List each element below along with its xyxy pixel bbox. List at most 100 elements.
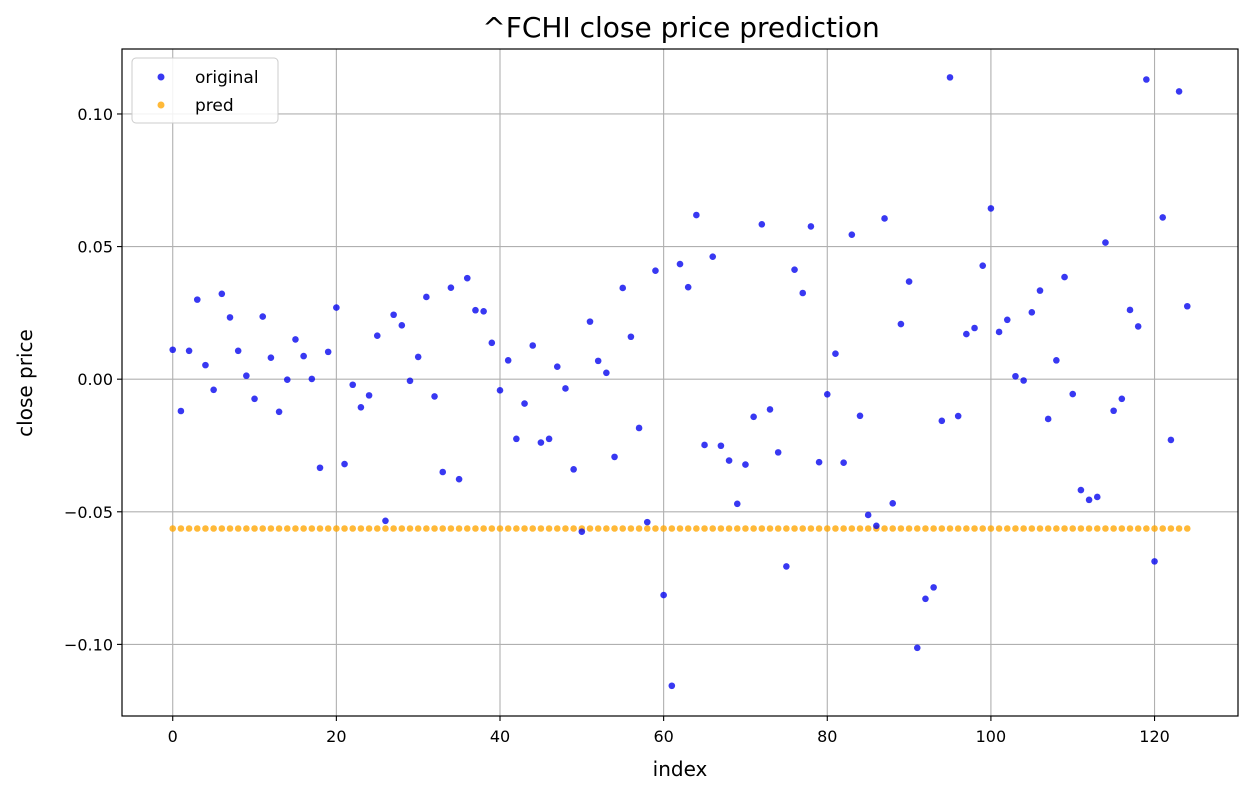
- original-point: [202, 361, 209, 369]
- original-point: [668, 682, 676, 690]
- pred-point: [1175, 525, 1183, 532]
- pred-point: [292, 525, 299, 532]
- original-point: [1069, 390, 1077, 398]
- pred-point: [995, 525, 1003, 532]
- original-point: [283, 376, 291, 384]
- pred-point: [324, 525, 332, 532]
- original-point: [938, 417, 946, 425]
- original-point: [513, 435, 520, 443]
- pred-point: [1126, 525, 1134, 532]
- legend: original pred: [131, 57, 279, 124]
- pred-point: [382, 525, 389, 532]
- pred-point: [668, 525, 676, 532]
- original-point: [251, 395, 258, 403]
- legend-marker-pred: [157, 101, 165, 109]
- pred-point: [341, 525, 348, 532]
- original-point: [913, 644, 921, 652]
- original-point: [1053, 357, 1060, 364]
- y-tick-label: 0.05: [77, 238, 113, 257]
- original-point: [275, 408, 283, 416]
- pred-point: [283, 525, 291, 532]
- original-point: [693, 211, 700, 219]
- original-point: [652, 267, 659, 275]
- pred-point: [627, 525, 635, 532]
- original-point: [1151, 558, 1158, 565]
- pred-point: [1036, 525, 1044, 532]
- legend-label-original: original: [195, 68, 259, 88]
- y-tick-label: −0.05: [64, 503, 113, 522]
- x-tick-label: 80: [817, 727, 837, 746]
- pred-point: [1020, 525, 1027, 532]
- pred-point: [193, 525, 201, 532]
- original-point: [545, 435, 553, 443]
- pred-point: [1143, 525, 1150, 532]
- pred-point: [1028, 525, 1036, 532]
- pred-point: [889, 525, 897, 532]
- original-point: [324, 348, 332, 356]
- original-point: [1028, 309, 1036, 316]
- pred-point: [275, 525, 283, 532]
- pred-point: [463, 525, 471, 532]
- original-point: [537, 439, 545, 446]
- pred-point: [1012, 525, 1019, 532]
- original-point: [578, 528, 586, 535]
- pred-point: [725, 525, 733, 532]
- x-tick-label: 120: [1139, 727, 1170, 746]
- original-point: [455, 475, 463, 483]
- pred-point: [635, 525, 643, 532]
- original-point: [488, 339, 496, 347]
- original-point: [611, 453, 618, 461]
- pred-point: [1077, 525, 1085, 532]
- pred-point: [1053, 525, 1060, 532]
- pred-point: [447, 525, 455, 532]
- pred-point: [406, 525, 414, 532]
- pred-point: [243, 525, 250, 532]
- original-point: [979, 262, 987, 269]
- original-point: [791, 266, 798, 273]
- pred-point: [799, 525, 807, 532]
- original-point: [864, 511, 872, 519]
- original-point: [447, 284, 455, 291]
- original-point: [496, 387, 504, 394]
- pred-point: [513, 525, 520, 532]
- pred-point: [553, 525, 561, 532]
- x-tick-label: 20: [326, 727, 346, 746]
- original-point: [603, 369, 610, 377]
- original-point: [365, 392, 373, 399]
- original-point: [758, 221, 766, 228]
- pred-point: [774, 525, 782, 532]
- original-point: [1036, 287, 1044, 294]
- original-point: [243, 372, 250, 380]
- pred-point: [545, 525, 553, 532]
- original-point: [406, 377, 414, 385]
- pred-point: [488, 525, 496, 532]
- pred-point: [218, 525, 226, 532]
- pred-point: [414, 525, 422, 532]
- pred-point: [897, 525, 905, 532]
- original-point: [823, 391, 831, 398]
- original-point: [1143, 76, 1150, 83]
- legend-frame: [131, 57, 279, 124]
- pred-point: [791, 525, 798, 532]
- original-point: [856, 412, 864, 420]
- original-point: [300, 352, 307, 360]
- original-point: [439, 468, 447, 476]
- pred-point: [676, 525, 684, 532]
- pred-point: [987, 525, 995, 532]
- pred-point: [398, 525, 406, 532]
- axis-ticks: 0 20 40 60 80 100 120 −0.10 −0.05 0.00 0.05 0.10: [64, 105, 1170, 746]
- pred-point: [611, 525, 618, 532]
- pred-point: [693, 525, 700, 532]
- original-point: [1167, 436, 1175, 444]
- pred-point: [439, 525, 447, 532]
- pred-point: [905, 525, 913, 532]
- pred-point: [938, 525, 946, 532]
- pred-point: [971, 525, 978, 532]
- pred-point: [1159, 525, 1167, 532]
- original-point: [807, 223, 815, 230]
- pred-point: [349, 525, 357, 532]
- original-point: [1093, 493, 1101, 501]
- x-tick-label: 40: [490, 727, 510, 746]
- original-point: [423, 293, 430, 301]
- original-point: [660, 591, 667, 599]
